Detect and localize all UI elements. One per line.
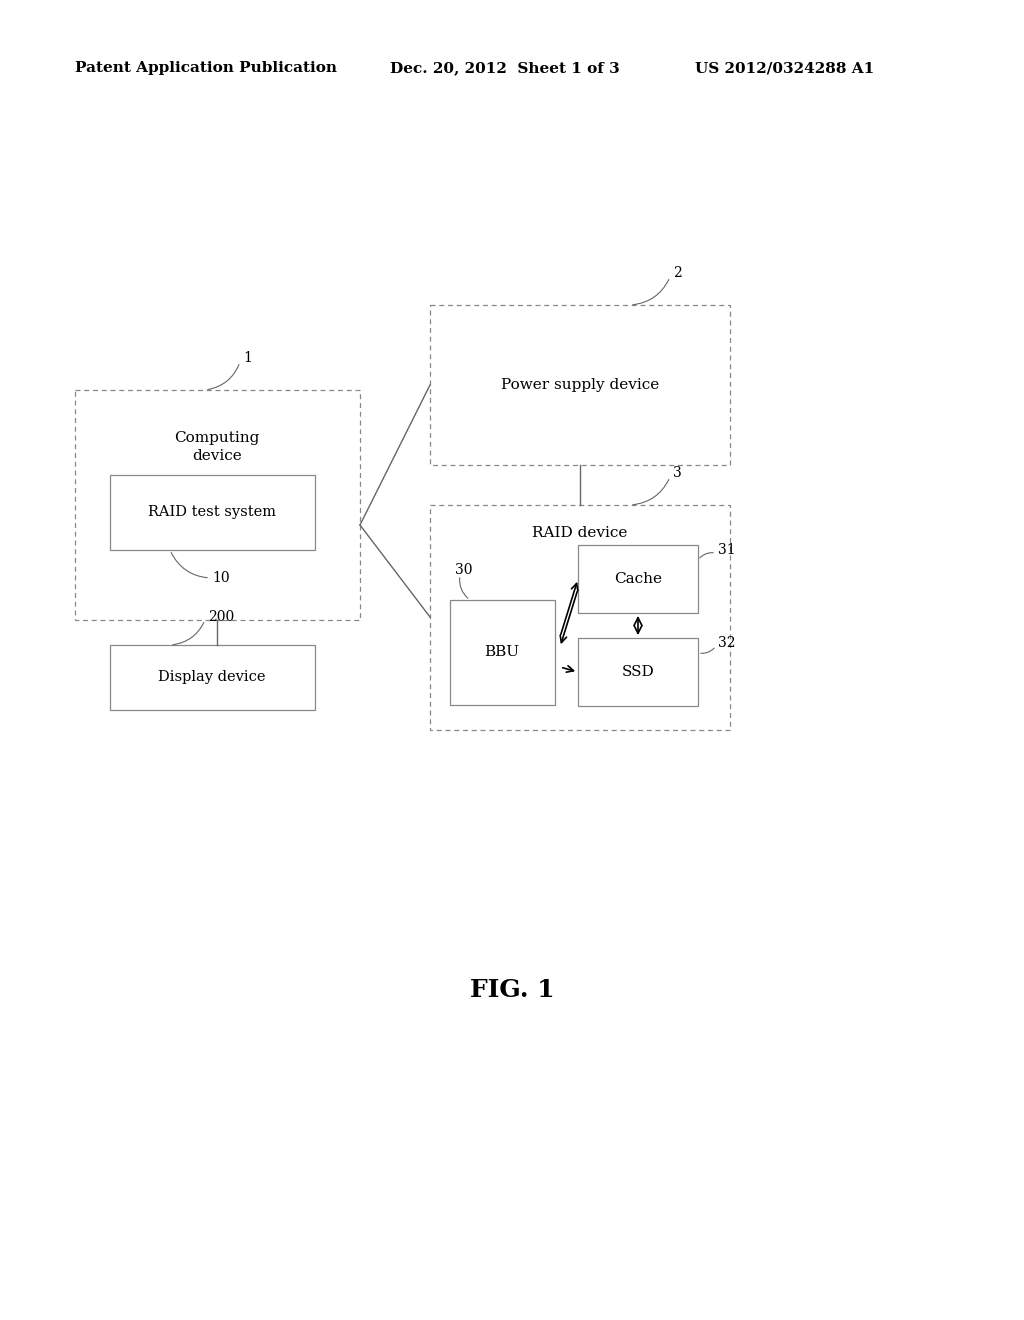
Text: Display device: Display device [159, 671, 266, 684]
Text: SSD: SSD [622, 665, 654, 678]
Text: 32: 32 [718, 636, 735, 649]
Text: Computing: Computing [174, 432, 260, 445]
Bar [578, 638, 698, 706]
Bar [430, 305, 730, 465]
Text: Power supply device: Power supply device [501, 378, 659, 392]
Text: 3: 3 [673, 466, 682, 480]
Text: Patent Application Publication: Patent Application Publication [75, 61, 337, 75]
Bar [430, 506, 730, 730]
Text: RAID test system: RAID test system [148, 506, 276, 519]
Text: 30: 30 [455, 564, 472, 577]
Text: US 2012/0324288 A1: US 2012/0324288 A1 [695, 61, 874, 75]
Text: Dec. 20, 2012  Sheet 1 of 3: Dec. 20, 2012 Sheet 1 of 3 [390, 61, 620, 75]
Text: FIG. 1: FIG. 1 [470, 978, 554, 1002]
Text: 31: 31 [718, 543, 735, 557]
Text: 2: 2 [673, 267, 682, 280]
Bar [450, 601, 555, 705]
Bar [110, 475, 315, 550]
Bar [75, 389, 360, 620]
Text: 200: 200 [208, 610, 234, 624]
Text: Cache: Cache [614, 572, 662, 586]
Text: device: device [193, 449, 242, 463]
Text: 10: 10 [212, 572, 229, 585]
Bar [110, 645, 315, 710]
Bar [578, 545, 698, 612]
Text: BBU: BBU [484, 645, 519, 659]
Text: 1: 1 [243, 351, 252, 366]
Text: RAID device: RAID device [532, 525, 628, 540]
